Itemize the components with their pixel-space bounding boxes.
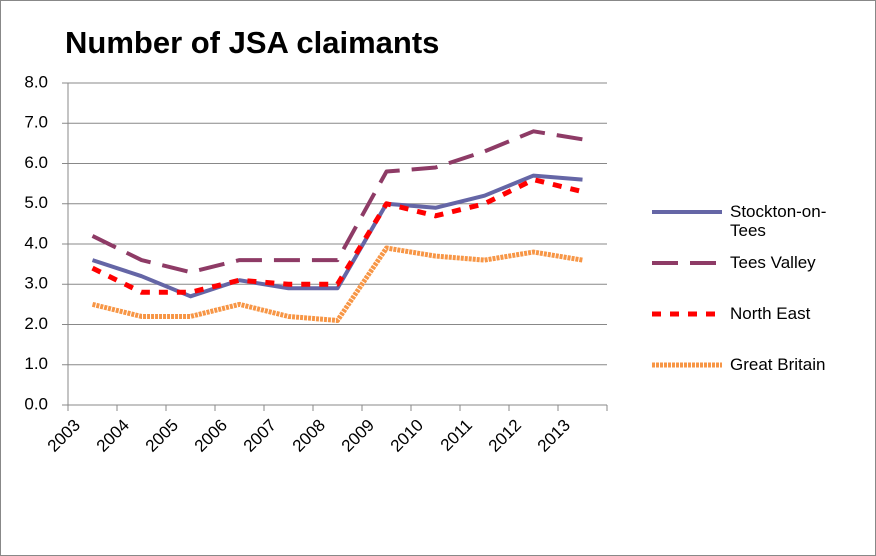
- series-line: [91, 173, 583, 299]
- y-tick-label: 3.0: [24, 274, 48, 293]
- y-tick-label: 0.0: [24, 394, 48, 413]
- y-tick-label: 2.0: [24, 314, 48, 333]
- legend-label: Great Britain: [730, 355, 826, 374]
- chart-title: Number of JSA claimants: [65, 25, 439, 60]
- legend-label: Tees Valley: [730, 253, 816, 272]
- y-tick-label: 5.0: [24, 193, 48, 212]
- legend-label: Stockton-on-Tees: [730, 202, 827, 240]
- legend-label: North East: [730, 304, 811, 323]
- y-tick-label: 8.0: [24, 72, 48, 91]
- y-tick-label: 6.0: [24, 153, 48, 172]
- series-line: [91, 129, 583, 275]
- series-line: [91, 177, 584, 295]
- y-tick-label: 7.0: [24, 113, 48, 132]
- y-tick-label: 4.0: [24, 233, 48, 252]
- y-tick-label: 1.0: [24, 354, 48, 373]
- series-line: [91, 245, 583, 323]
